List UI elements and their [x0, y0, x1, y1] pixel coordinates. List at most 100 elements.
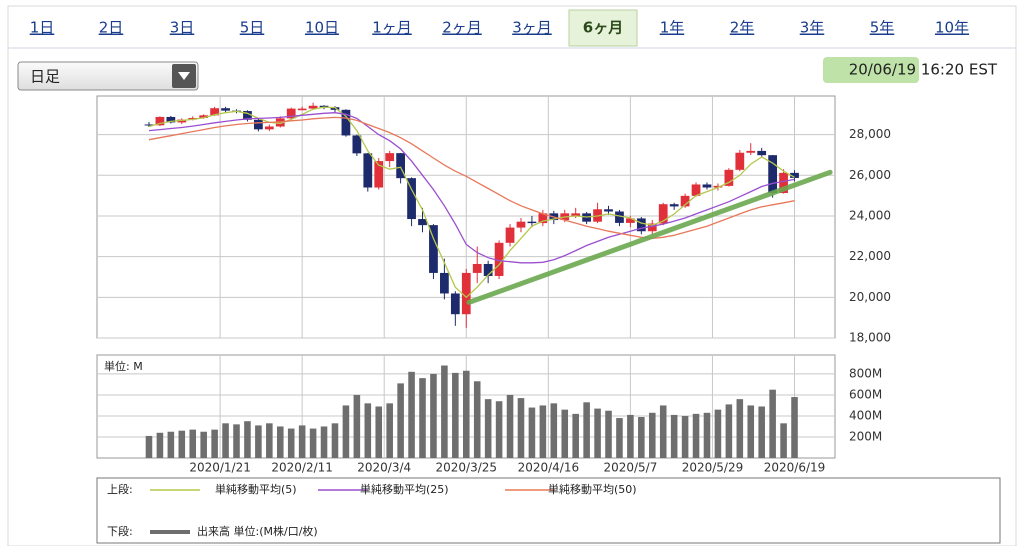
- active-tab[interactable]: [568, 9, 638, 47]
- candle-body: [626, 218, 635, 223]
- candle-body: [647, 223, 657, 232]
- volume-bar: [189, 429, 197, 458]
- volume-bar: [605, 410, 612, 458]
- y-tick-label: 600M: [849, 387, 882, 401]
- tab[interactable]: 1年: [660, 19, 685, 37]
- candle-body: [658, 204, 668, 224]
- volume-bar: [375, 406, 383, 458]
- volume-bar: [780, 423, 787, 458]
- candle-body: [757, 150, 767, 156]
- volume-bar: [747, 405, 755, 458]
- candle-body: [352, 135, 362, 154]
- volume-bar: [298, 425, 306, 458]
- candle-body: [385, 153, 395, 162]
- tab[interactable]: 3ヶ月: [512, 19, 552, 37]
- period-dropdown[interactable]: 日足: [17, 61, 199, 91]
- volume-bar: [517, 398, 525, 458]
- tab[interactable]: 2日: [99, 19, 124, 37]
- tab[interactable]: 2ヶ月: [442, 19, 482, 37]
- dropdown-label[interactable]: 日足: [30, 68, 60, 86]
- legend-upper: 上段:: [107, 482, 133, 496]
- volume-bar: [364, 403, 372, 458]
- candle-body: [538, 213, 548, 224]
- volume-bar: [583, 402, 590, 458]
- candle-body: [264, 126, 274, 130]
- moving-average-line: [148, 106, 795, 299]
- tab[interactable]: 1日: [30, 19, 55, 37]
- candle-body: [418, 219, 427, 226]
- y-tick-label: 20,000: [849, 290, 891, 304]
- volume-unit: 単位: M: [104, 359, 143, 373]
- volume-bar: [528, 407, 536, 458]
- x-tick-label: 2020/5/7: [603, 461, 657, 475]
- candle-body: [429, 225, 438, 273]
- candle-body: [735, 152, 745, 170]
- volume-bar: [353, 394, 361, 458]
- volume-bar: [659, 405, 667, 458]
- tab[interactable]: 6ヶ月: [583, 19, 623, 37]
- candle-body: [691, 184, 701, 196]
- candle-body: [308, 105, 318, 109]
- volume-bar: [506, 394, 514, 458]
- volume-bar: [331, 423, 339, 458]
- candle-body: [746, 150, 756, 153]
- volume-bar: [703, 412, 711, 458]
- volume-bar: [397, 383, 404, 458]
- dropdown-arrow[interactable]: [178, 72, 190, 80]
- candle-body: [286, 108, 296, 119]
- candle-body: [450, 293, 460, 315]
- volume-bar: [145, 435, 153, 458]
- candle-body: [243, 111, 252, 120]
- y-tick-label: 28,000: [849, 127, 891, 141]
- tab[interactable]: 2年: [730, 19, 755, 37]
- volume-bar: [320, 426, 328, 458]
- volume-bar: [627, 414, 634, 458]
- candle-body: [221, 108, 230, 111]
- candle-body: [604, 209, 613, 212]
- tab[interactable]: 10年: [935, 19, 969, 37]
- candle-body: [494, 242, 504, 276]
- candle-body: [472, 263, 482, 273]
- legend-label: 単純移動平均(25): [360, 482, 449, 496]
- tab[interactable]: 5年: [870, 19, 895, 37]
- candle-body: [779, 172, 788, 194]
- tab[interactable]: 3日: [170, 19, 195, 37]
- volume-bar: [638, 417, 645, 458]
- candle-body: [363, 153, 373, 188]
- moving-average-line: [148, 116, 795, 240]
- volume-bar: [167, 431, 175, 458]
- volume-bar: [200, 431, 207, 458]
- volume-bar: [484, 399, 492, 458]
- volume-bar: [648, 412, 656, 458]
- volume-bar: [255, 425, 262, 458]
- x-tick-label: 2020/3/25: [436, 461, 498, 475]
- legend-lower: 下段:: [107, 524, 133, 538]
- x-tick-label: 2020/6/19: [764, 461, 826, 475]
- tab[interactable]: 1ヶ月: [372, 19, 412, 37]
- volume-bar: [758, 406, 765, 458]
- candle-body: [768, 155, 778, 194]
- candle-body: [440, 272, 449, 294]
- y-tick-label: 18,000: [849, 331, 891, 345]
- trend-line: [466, 169, 833, 305]
- candle-body: [680, 195, 690, 207]
- dropdown-box[interactable]: [17, 61, 199, 91]
- candle-body: [199, 115, 209, 118]
- x-tick-label: 2020/1/21: [189, 461, 251, 475]
- volume-bar: [769, 389, 776, 458]
- volume-bar: [386, 403, 393, 458]
- candle-body: [669, 204, 679, 207]
- volume-bar: [692, 413, 700, 458]
- tab[interactable]: 10日: [305, 19, 339, 37]
- tab[interactable]: 5日: [240, 19, 265, 37]
- y-tick-label: 26,000: [849, 168, 891, 182]
- candle-body: [636, 218, 646, 232]
- tab[interactable]: 3年: [800, 19, 825, 37]
- volume-bar: [244, 421, 251, 458]
- candle-body: [615, 211, 624, 223]
- tab-bar: 1日 2日 3日 5日 10日 1ヶ月 2ヶ月 3ヶ月 6ヶ月 1年 2年 3年 5年 10年: [30, 9, 969, 47]
- candle-body: [702, 184, 712, 188]
- volume-bar: [670, 414, 678, 458]
- x-tick-label: 2020/5/29: [682, 461, 744, 475]
